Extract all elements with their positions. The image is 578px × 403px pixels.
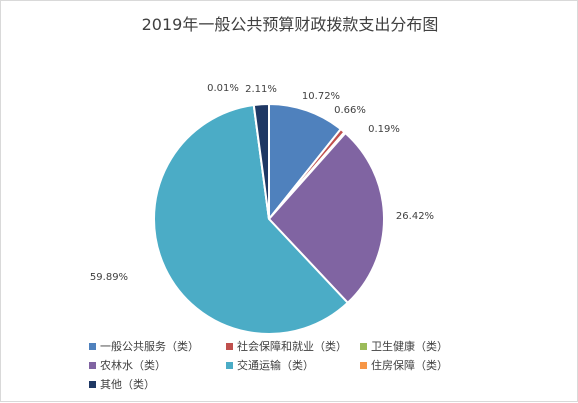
data-label: 0.01% <box>207 83 239 94</box>
pie-slice <box>252 102 270 220</box>
legend-swatch <box>360 362 367 369</box>
legend-item: 农林水（类） <box>89 357 166 375</box>
legend-label: 一般公共服务（类） <box>100 340 199 353</box>
data-label: 10.72% <box>302 91 340 102</box>
data-label: 59.89% <box>90 272 128 283</box>
pie-slice <box>268 102 343 222</box>
chart-title: 2019年一般公共预算财政拨款支出分布图 <box>141 15 439 34</box>
data-label: 0.66% <box>334 105 366 116</box>
legend-swatch <box>89 343 96 350</box>
legend-swatch <box>226 362 233 369</box>
legend-item: 一般公共服务（类） <box>89 338 199 356</box>
legend-swatch <box>226 343 233 350</box>
legend-item: 社会保障和就业（类） <box>226 338 347 356</box>
legend-item: 卫生健康（类） <box>360 338 448 356</box>
legend-item: 交通运输（类） <box>226 357 314 375</box>
legend-swatch <box>89 381 96 388</box>
legend-label: 农林水（类） <box>100 359 166 372</box>
legend-label: 社会保障和就业（类） <box>237 340 347 353</box>
data-label: 0.19% <box>368 124 400 135</box>
data-label: 26.42% <box>396 211 434 222</box>
legend-label: 卫生健康（类） <box>371 340 448 353</box>
legend-label: 住房保障（类） <box>371 359 448 372</box>
data-label: 2.11% <box>245 84 277 95</box>
legend-item: 其他（类） <box>89 376 155 394</box>
legend-swatch <box>360 343 367 350</box>
legend-label: 交通运输（类） <box>237 359 314 372</box>
legend-swatch <box>89 362 96 369</box>
pie-slice <box>153 103 350 335</box>
legend-item: 住房保障（类） <box>360 357 448 375</box>
legend-label: 其他（类） <box>100 378 155 391</box>
pie-slice <box>267 131 385 305</box>
